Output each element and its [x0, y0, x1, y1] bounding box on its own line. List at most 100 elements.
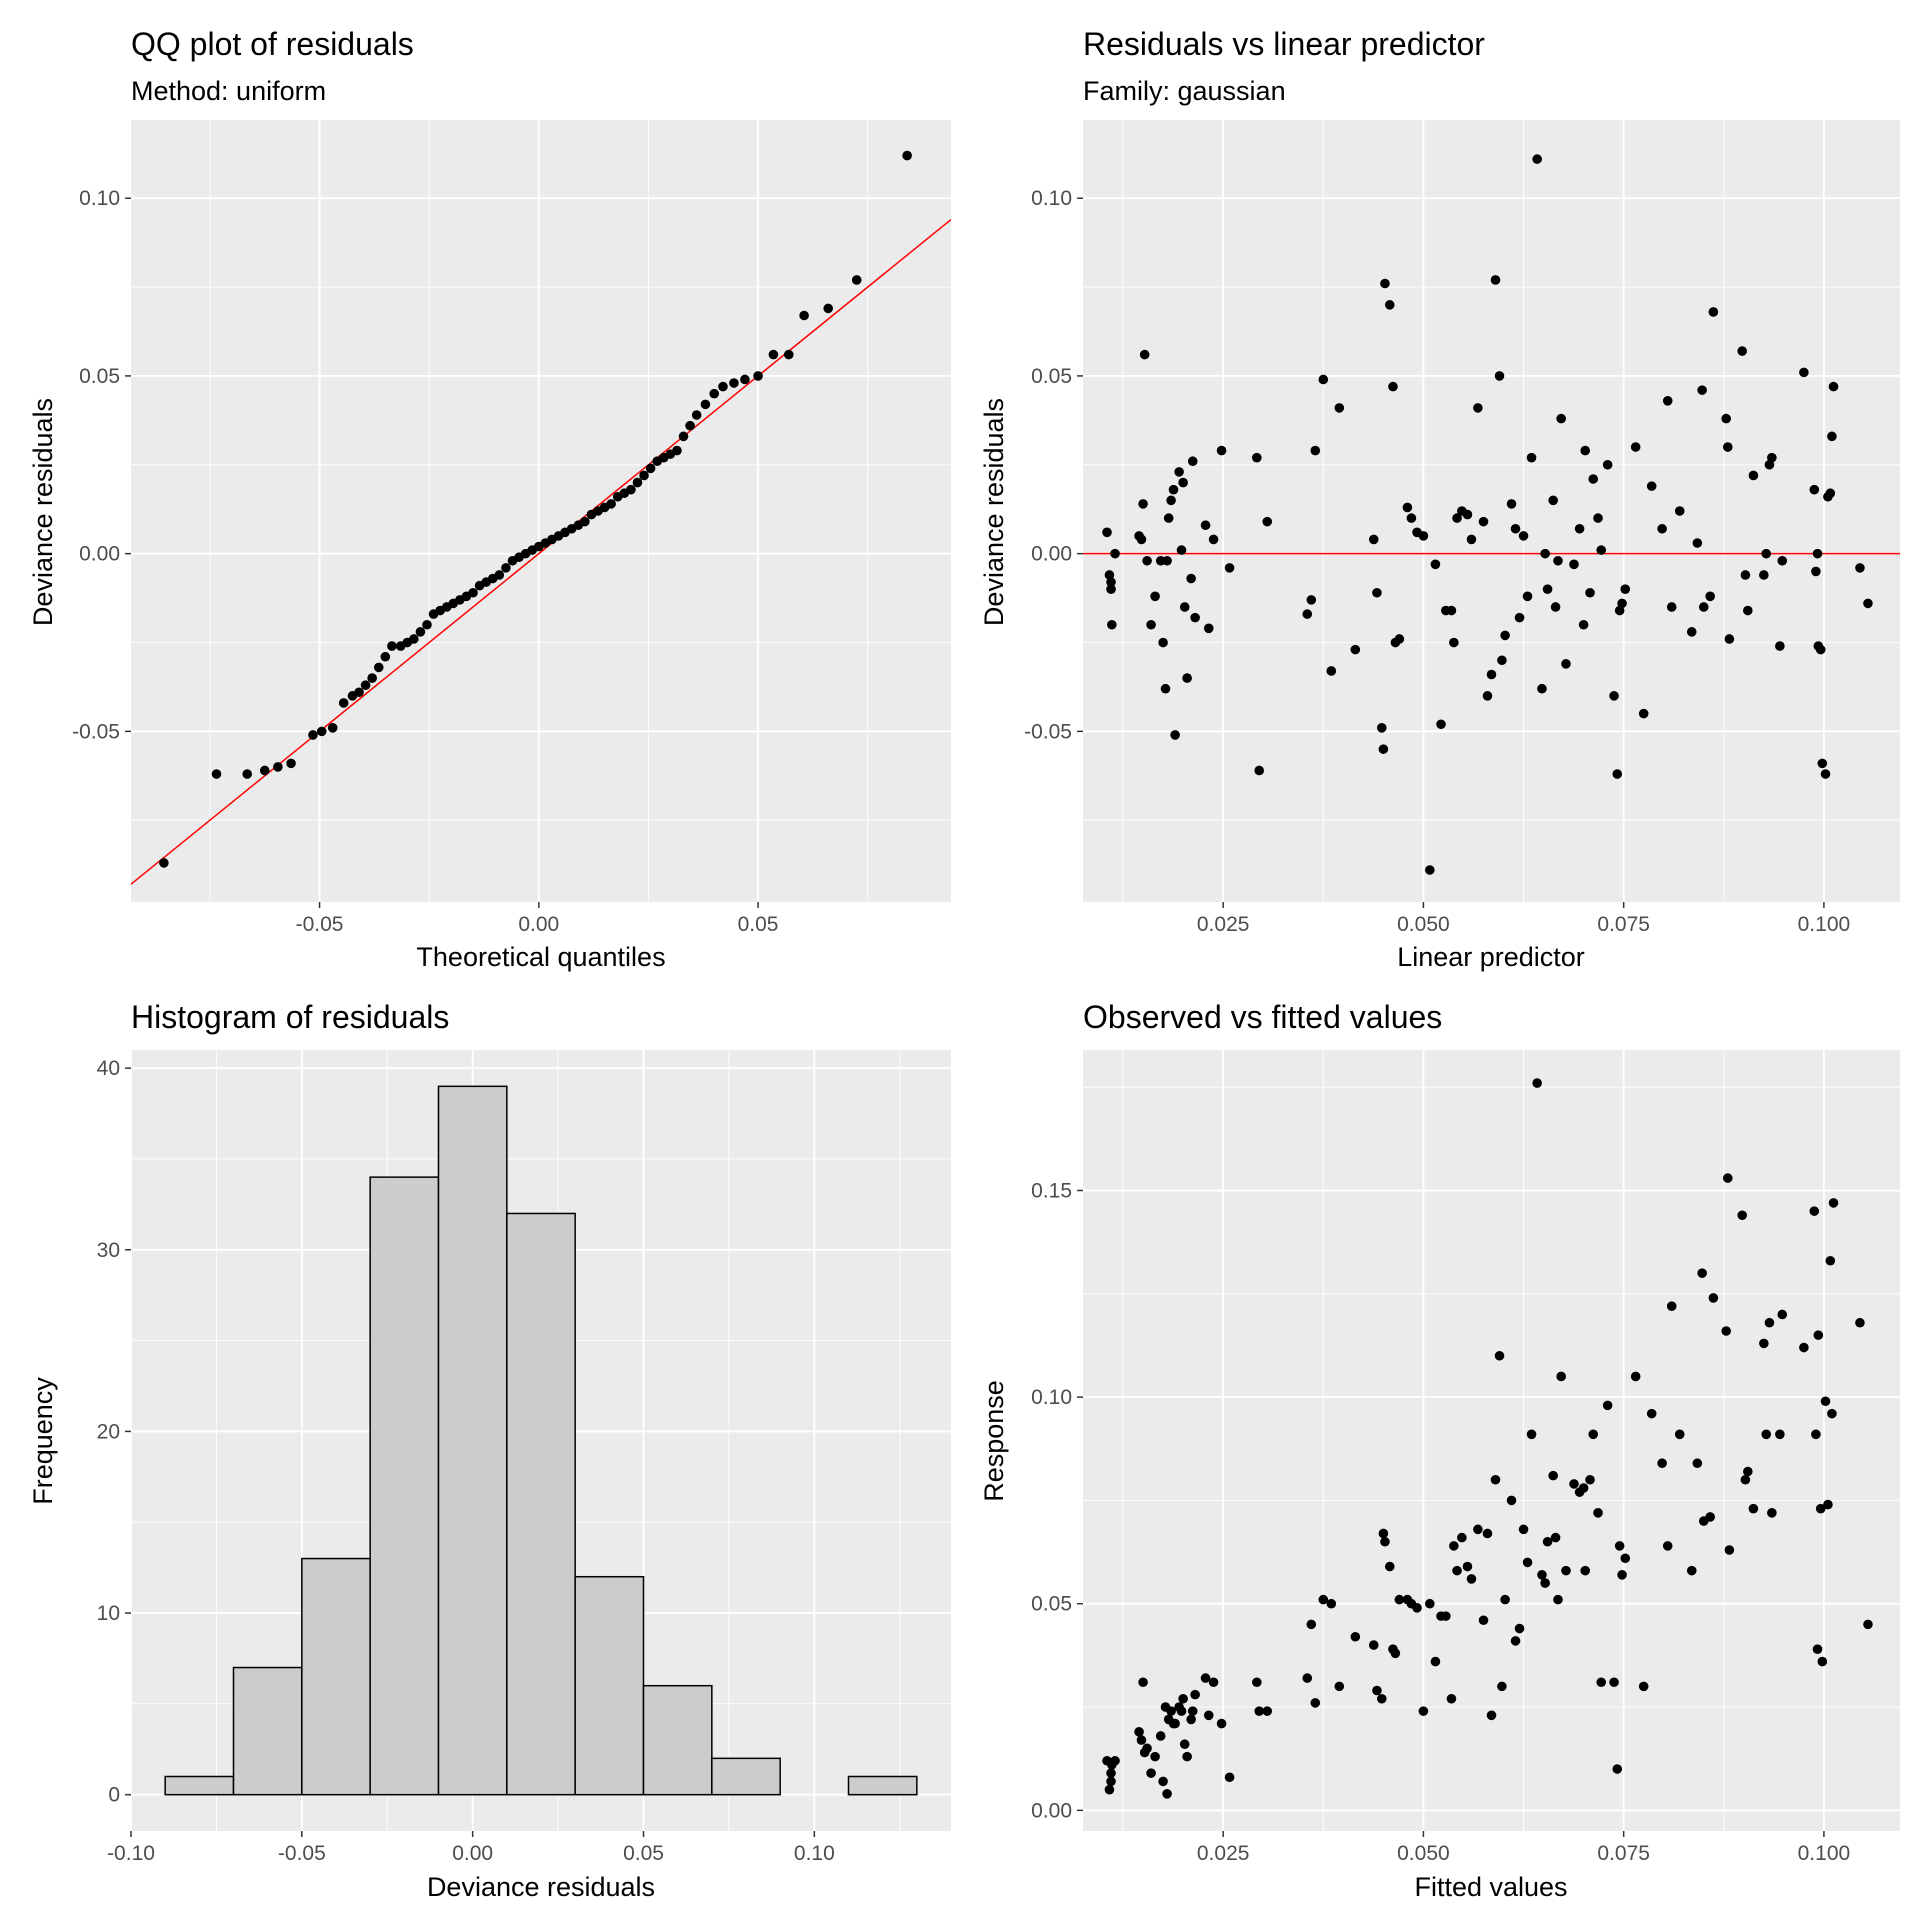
qq-point — [409, 634, 419, 644]
ovf-x-tick-label: 0.075 — [1597, 1842, 1650, 1865]
ovf-point — [1208, 1677, 1219, 1688]
rvl-point — [1187, 456, 1198, 467]
rvl-y-tick-label: 0.00 — [1031, 543, 1072, 566]
qq-point — [259, 765, 270, 776]
qq-point — [580, 516, 590, 527]
rvl-point — [1578, 619, 1589, 630]
qq-x-axis-label: Theoretical quantiles — [416, 942, 665, 972]
ovf-point — [1500, 1594, 1510, 1605]
ovf-point — [1179, 1739, 1190, 1750]
ovf-point — [1811, 1429, 1821, 1440]
qq-point — [422, 619, 432, 630]
qq-point — [753, 371, 763, 381]
hist-plot-area: -0.10 -0.05 0.00 0.05 0.10 0 10 20 30 40 — [97, 1050, 951, 1865]
rvl-plot-area: 0.025 0.050 0.075 0.100 -0.05 0.00 0.05 0.10 — [1024, 120, 1900, 936]
rvl-point — [1378, 744, 1389, 754]
rvl-point — [1596, 545, 1607, 555]
ovf-point — [1486, 1710, 1497, 1721]
rvl-point — [1318, 374, 1329, 385]
rvl-point — [1478, 516, 1489, 527]
ovf-point — [1190, 1689, 1200, 1700]
rvl-point — [1698, 602, 1709, 612]
ovf-title: Observed vs fitted values — [1083, 999, 1442, 1035]
ovf-x-axis-label: Fitted values — [1414, 1872, 1567, 1902]
rvl-point — [1697, 385, 1707, 395]
rvl-point — [1630, 442, 1641, 452]
rvl-point — [1588, 474, 1599, 484]
rvl-point — [1473, 403, 1483, 413]
ovf-point — [1614, 1541, 1625, 1551]
hist-y-tick-label: 40 — [97, 1057, 120, 1080]
ovf-point — [1457, 1532, 1467, 1543]
ovf-point — [1602, 1400, 1613, 1411]
hist-y-tick-label: 20 — [97, 1420, 120, 1443]
rvl-y-tick-label: 0.10 — [1031, 187, 1072, 210]
qq-y-tick-label: 0.00 — [79, 543, 120, 566]
rvl-point — [1418, 531, 1429, 541]
ovf-point — [1254, 1706, 1265, 1716]
qq-point — [501, 563, 511, 573]
ovf-x-tick-label: 0.100 — [1798, 1842, 1851, 1865]
rvl-point — [1425, 865, 1435, 875]
qq-point — [308, 730, 318, 740]
ovf-point — [1106, 1776, 1116, 1787]
qq-point — [768, 349, 779, 360]
rvl-point — [1406, 513, 1417, 523]
rvl-subtitle: Family: gaussian — [1083, 76, 1286, 106]
rvl-x-tick-label: 0.100 — [1798, 913, 1851, 936]
qq-point — [373, 662, 384, 673]
rvl-point — [1449, 637, 1459, 648]
rvl-point — [1486, 669, 1497, 680]
rvl-point — [1168, 484, 1179, 495]
rvl-point — [1372, 587, 1382, 598]
ovf-point — [1820, 1396, 1831, 1407]
hist-bar — [369, 1176, 440, 1796]
rvl-point — [1761, 548, 1772, 559]
qq-point — [902, 150, 912, 161]
qq-point — [823, 303, 834, 314]
ovf-y-tick-label: 0.05 — [1031, 1593, 1072, 1616]
rvl-point — [1825, 488, 1836, 499]
rvl-point — [1580, 445, 1591, 456]
ovf-x-tick-label: 0.050 — [1397, 1842, 1450, 1865]
rvl-title: Residuals vs linear predictor — [1083, 26, 1485, 62]
ovf-point — [1412, 1603, 1422, 1613]
ovf-point — [1372, 1685, 1382, 1696]
ovf-point — [1666, 1301, 1677, 1312]
ovf-point — [1617, 1569, 1627, 1580]
ovf-point — [1578, 1483, 1589, 1493]
ovf-point — [1620, 1553, 1631, 1564]
rvl-point — [1721, 413, 1731, 424]
qq-point — [709, 388, 720, 399]
rvl-point — [1376, 723, 1387, 733]
hist-plot-contents — [131, 1050, 951, 1831]
ovf-y-tick-label: 0.00 — [1031, 1799, 1072, 1822]
qq-plot-area: -0.05 0.00 0.05 -0.05 0.00 0.05 0.10 — [72, 120, 951, 936]
rvl-point — [1254, 765, 1265, 776]
rvl-point — [1380, 278, 1390, 289]
ovf-point — [1449, 1541, 1459, 1551]
qq-point — [380, 651, 391, 662]
ovf-point — [1252, 1677, 1262, 1688]
ovf-point — [1182, 1751, 1192, 1762]
rvl-x-tick-label: 0.025 — [1197, 913, 1250, 936]
rvl-point — [1500, 630, 1510, 641]
rvl-point — [1646, 481, 1657, 491]
rvl-point — [1482, 691, 1493, 701]
rvl-point — [1602, 459, 1613, 470]
qq-title: QQ plot of residuals — [131, 26, 414, 62]
ovf-point — [1537, 1569, 1547, 1580]
rvl-point — [1510, 523, 1521, 534]
qq-point — [851, 275, 862, 285]
qq-point — [729, 378, 739, 388]
ovf-point — [1580, 1565, 1591, 1576]
ovf-point — [1609, 1677, 1619, 1688]
qq-x-tick-label: -0.05 — [296, 913, 344, 936]
ovf-point — [1686, 1565, 1697, 1576]
hist-y-tick-label: 0 — [108, 1784, 120, 1807]
qq-point — [645, 463, 656, 474]
rvl-point — [1540, 548, 1550, 559]
ovf-point — [1522, 1557, 1533, 1568]
rvl-point — [1176, 545, 1187, 555]
